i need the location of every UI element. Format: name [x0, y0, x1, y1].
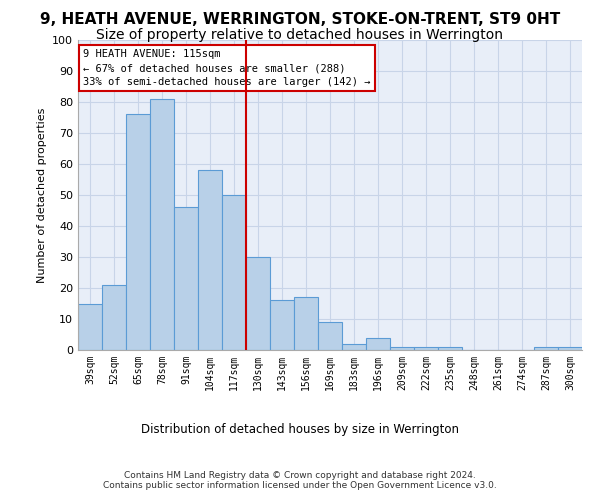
- Text: 9 HEATH AVENUE: 115sqm
← 67% of detached houses are smaller (288)
33% of semi-de: 9 HEATH AVENUE: 115sqm ← 67% of detached…: [83, 50, 371, 88]
- Bar: [78, 304, 102, 350]
- Bar: [150, 99, 174, 350]
- Bar: [318, 322, 342, 350]
- Text: Distribution of detached houses by size in Werrington: Distribution of detached houses by size …: [141, 422, 459, 436]
- Bar: [414, 347, 438, 350]
- Bar: [222, 195, 246, 350]
- Bar: [366, 338, 390, 350]
- Bar: [342, 344, 366, 350]
- Bar: [126, 114, 150, 350]
- Bar: [438, 347, 462, 350]
- Text: 9, HEATH AVENUE, WERRINGTON, STOKE-ON-TRENT, ST9 0HT: 9, HEATH AVENUE, WERRINGTON, STOKE-ON-TR…: [40, 12, 560, 28]
- Text: Size of property relative to detached houses in Werrington: Size of property relative to detached ho…: [97, 28, 503, 42]
- Bar: [198, 170, 222, 350]
- Bar: [558, 347, 582, 350]
- Bar: [534, 347, 558, 350]
- Bar: [270, 300, 294, 350]
- Bar: [294, 298, 318, 350]
- Text: Contains HM Land Registry data © Crown copyright and database right 2024.
Contai: Contains HM Land Registry data © Crown c…: [103, 470, 497, 490]
- Bar: [390, 347, 414, 350]
- Bar: [246, 257, 270, 350]
- Bar: [102, 285, 126, 350]
- Bar: [174, 208, 198, 350]
- Y-axis label: Number of detached properties: Number of detached properties: [37, 108, 47, 282]
